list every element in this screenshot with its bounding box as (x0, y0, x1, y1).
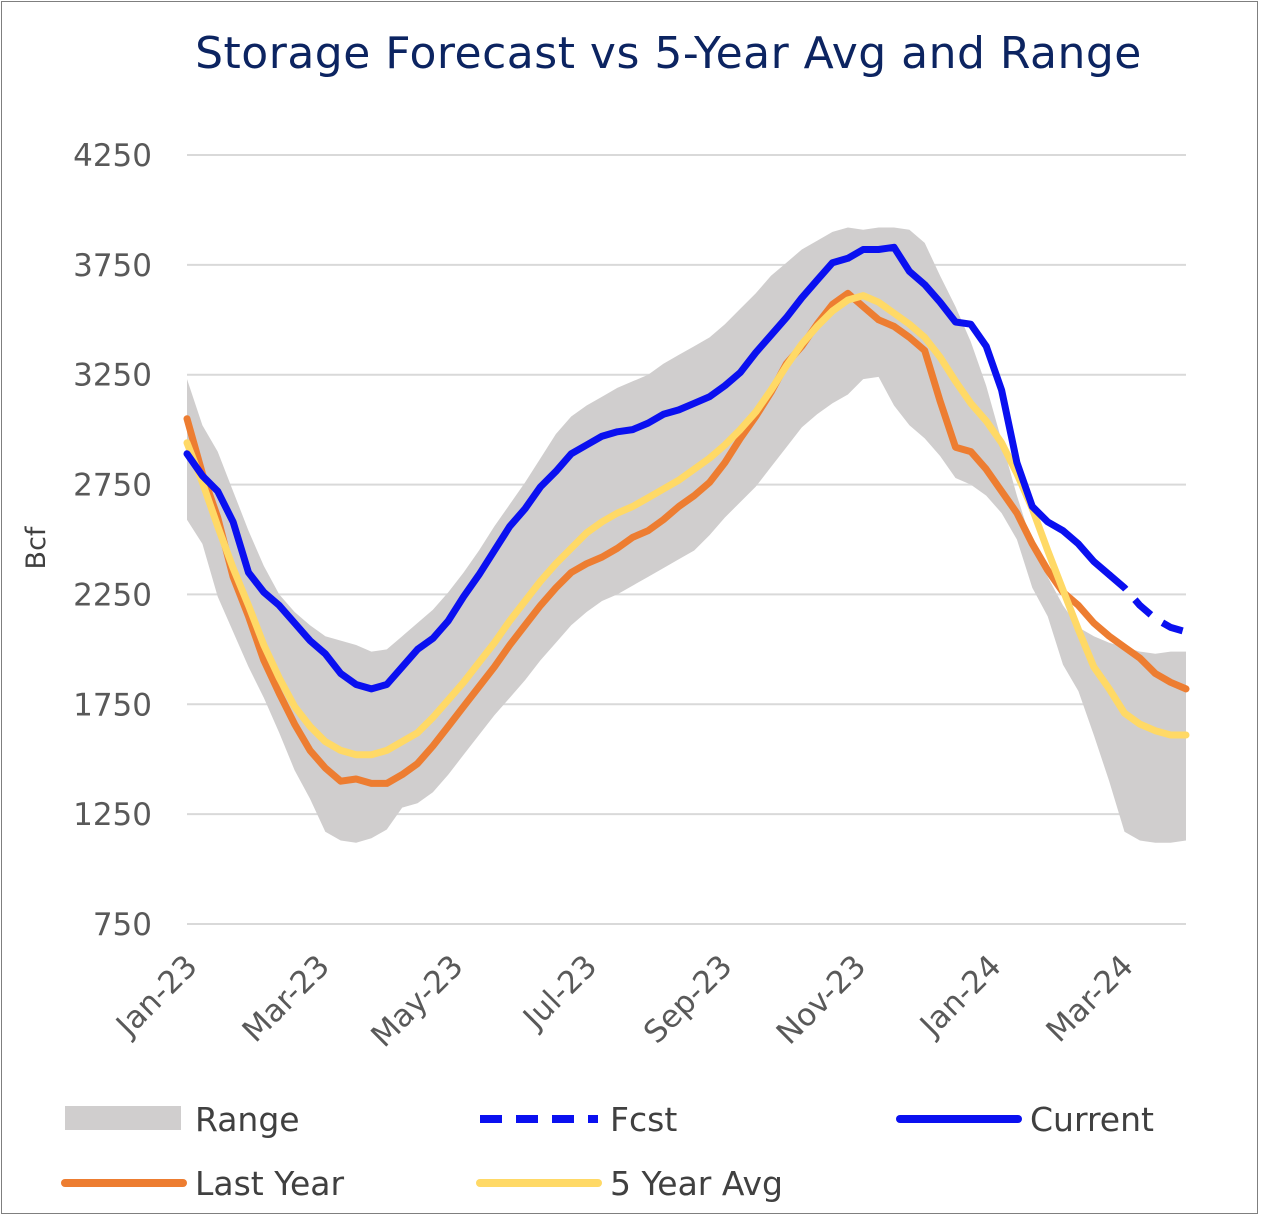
legend-label: Fcst (610, 1100, 677, 1139)
legend-label: Last Year (195, 1164, 345, 1203)
legend-swatch (65, 1106, 181, 1130)
y-tick-label: 1250 (73, 797, 152, 833)
legend-item-5-year-avg: 5 Year Avg (476, 1164, 783, 1203)
x-tick-label: Mar-23 (236, 948, 337, 1049)
y-tick-label: 1750 (73, 687, 152, 723)
legend-label: 5 Year Avg (610, 1164, 783, 1203)
chart-title: Storage Forecast vs 5-Year Avg and Range (195, 28, 1142, 79)
y-tick-label: 3250 (73, 358, 152, 394)
legend-item-range: Range (65, 1100, 300, 1139)
y-tick-label: 2750 (73, 468, 152, 504)
y-axis-label: Bcf (21, 525, 52, 569)
legend: Range Fcst Current Last Year 5 Year Avg (61, 1100, 1154, 1203)
legend-label: Range (195, 1100, 300, 1139)
series-current (183, 243, 1113, 693)
y-tick-label: 4250 (73, 138, 152, 174)
legend-item-current: Current (896, 1100, 1154, 1139)
legend-item-fcst: Fcst (480, 1100, 677, 1139)
series-line (183, 289, 1190, 787)
x-tick-label: Jan-23 (108, 948, 204, 1044)
y-tick-label: 750 (93, 907, 152, 943)
y-tick-label: 3750 (73, 248, 152, 284)
series-fcst (1106, 572, 1187, 636)
x-tick-label: May-23 (364, 948, 470, 1054)
y-tick-label: 2250 (73, 577, 152, 613)
x-tick-label: Nov-23 (770, 948, 873, 1051)
series-layer (183, 243, 1190, 787)
x-tick-label: Jul-23 (515, 948, 604, 1037)
x-tick-label: Mar-24 (1039, 948, 1140, 1049)
series-line (1106, 572, 1187, 636)
x-tick-label: Jan-24 (912, 948, 1008, 1044)
legend-label: Current (1030, 1100, 1154, 1139)
legend-item-last-year: Last Year (61, 1164, 345, 1203)
x-tick-label: Sep-23 (637, 948, 740, 1051)
